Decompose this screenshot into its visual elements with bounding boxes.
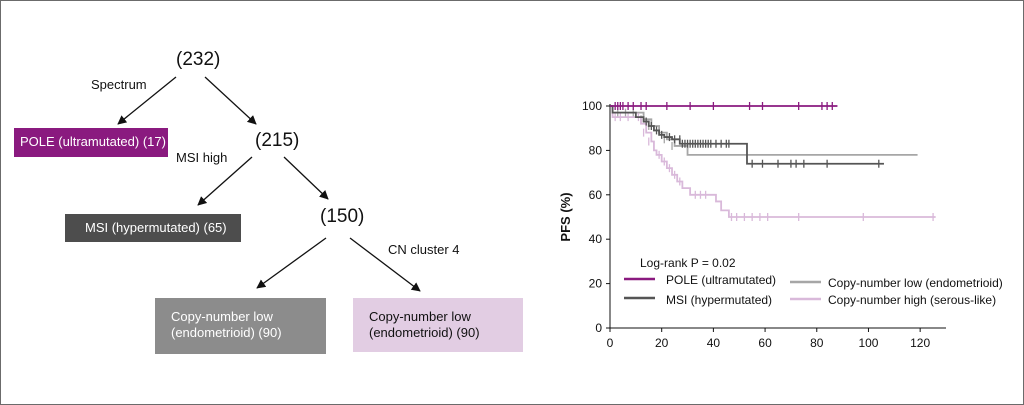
cn-high-box: Copy-number low (endometrioid) (90) bbox=[353, 298, 523, 352]
x-tick-label: 40 bbox=[707, 336, 721, 350]
pole-box-label: POLE (ultramutated) (17) bbox=[20, 134, 166, 149]
legend-label-cnhigh: Copy-number high (serous-like) bbox=[828, 293, 996, 307]
y-tick-label: 20 bbox=[589, 277, 603, 291]
x-tick-label: 20 bbox=[655, 336, 669, 350]
arrow-150-to-cnhigh bbox=[349, 237, 421, 292]
km-chart: PFS (%) 0 20 40 60 80 100 120 0 20 40 60 80 100 Log-… bbox=[558, 99, 1003, 350]
pole-box: POLE (ultramutated) (17) bbox=[14, 128, 168, 157]
x-tick-label: 60 bbox=[758, 336, 772, 350]
series-group bbox=[610, 102, 936, 221]
root-count: (232) bbox=[176, 49, 221, 70]
cn-cluster-label: CN cluster 4 bbox=[388, 242, 460, 257]
y-tick-label: 100 bbox=[582, 99, 602, 113]
arrow-root-to-215 bbox=[204, 76, 257, 125]
cn-low-box: Copy-number low (endometrioid) (90) bbox=[155, 298, 326, 354]
cn-low-box-line2: (endometrioid) (90) bbox=[171, 325, 282, 340]
msi-high-label: MSI high bbox=[176, 150, 228, 165]
count-215: (215) bbox=[255, 130, 300, 151]
axes: 0 20 40 60 80 100 120 0 20 40 60 80 100 bbox=[582, 99, 946, 350]
y-tick-label: 0 bbox=[595, 321, 602, 335]
msi-box-label: MSI (hypermutated) (65) bbox=[85, 220, 227, 235]
cn-high-box-line1: Copy-number low bbox=[369, 309, 471, 324]
arrow-215-to-150 bbox=[283, 156, 329, 200]
km-curve-cnhigh bbox=[610, 105, 936, 218]
y-tick-label: 60 bbox=[589, 188, 603, 202]
legend-label-msi: MSI (hypermutated) bbox=[666, 293, 772, 307]
cn-low-box-line1: Copy-number low bbox=[171, 309, 273, 324]
x-tick-label: 0 bbox=[607, 336, 614, 350]
msi-box: MSI (hypermutated) (65) bbox=[65, 214, 241, 242]
tree-arrows bbox=[117, 76, 421, 292]
legend: POLE (ultramutated) MSI (hypermutated) C… bbox=[624, 273, 1003, 307]
arrow-root-to-pole bbox=[117, 76, 177, 125]
legend-label-cnlow: Copy-number low (endometrioid) bbox=[828, 276, 1003, 290]
y-tick-label: 80 bbox=[589, 143, 603, 157]
y-axis-label: PFS (%) bbox=[558, 192, 573, 241]
arrow-215-to-msi bbox=[197, 156, 253, 206]
y-tick-label: 40 bbox=[589, 232, 603, 246]
spectrum-label: Spectrum bbox=[91, 77, 147, 92]
x-tick-label: 80 bbox=[810, 336, 824, 350]
legend-label-pole: POLE (ultramutated) bbox=[666, 273, 776, 287]
count-150: (150) bbox=[320, 206, 365, 227]
x-tick-label: 120 bbox=[910, 336, 930, 350]
x-tick-label: 100 bbox=[858, 336, 878, 350]
arrow-150-to-cnlow bbox=[256, 237, 327, 289]
logrank-annotation: Log-rank P = 0.02 bbox=[640, 256, 736, 270]
cn-high-box-line2: (endometrioid) (90) bbox=[369, 325, 480, 340]
